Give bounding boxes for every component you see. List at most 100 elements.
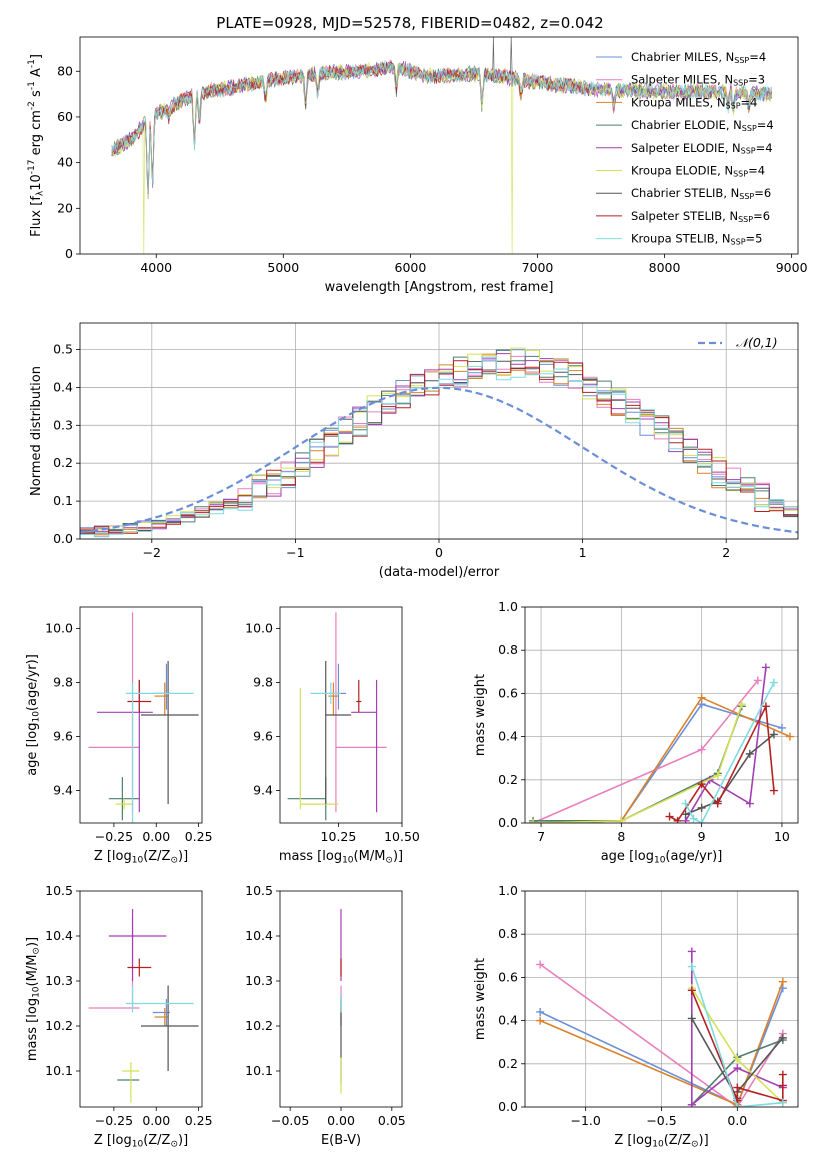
- weight-marker: [769, 730, 778, 739]
- y-tick-label: 10.3: [245, 973, 273, 988]
- y-tick-label: 10.2: [245, 1018, 273, 1033]
- x-tick-label: 10.25: [321, 829, 357, 844]
- y-tick-label: 10.3: [45, 973, 73, 988]
- x-axis-label: wavelength [Angstrom, rest frame]: [325, 280, 554, 295]
- weight-marker: [536, 1007, 545, 1016]
- weight-line: [684, 682, 775, 823]
- plot-content: [111, 37, 773, 254]
- errorbar-point: [328, 682, 339, 715]
- y-tick-label: 9.8: [253, 674, 273, 689]
- weight-marker: [697, 780, 706, 789]
- y-tick-label: 10.1: [245, 1063, 273, 1078]
- legend-label: Salpeter STELIB, NSSP​=6: [631, 208, 770, 223]
- y-tick-label: 1.0: [498, 883, 518, 898]
- y-tick-label: 9.4: [253, 782, 273, 797]
- plot-content: [536, 947, 787, 1107]
- y-tick-label: 0.8: [498, 642, 518, 657]
- weight-marker: [697, 745, 706, 754]
- x-tick-label: 0.0: [727, 1113, 747, 1128]
- legend-label: Chabrier MILES, NSSP​=4: [631, 50, 766, 65]
- x-tick-label: −1.0: [570, 1113, 600, 1128]
- weight-marker: [697, 693, 706, 702]
- errorbar-point: [141, 985, 199, 1071]
- x-axis-label: (data-model)/error: [379, 565, 500, 580]
- y-tick-label: 9.8: [53, 674, 73, 689]
- weight-line: [532, 703, 743, 823]
- x-tick-label: 1: [579, 545, 587, 560]
- errorbar-point: [152, 663, 170, 710]
- y-tick-label: 9.6: [53, 728, 73, 743]
- weight-marker: [687, 986, 696, 995]
- x-tick-label: 0.00: [142, 1113, 170, 1128]
- errorbar-point: [335, 612, 387, 813]
- y-tick-label: 0.2: [498, 1055, 518, 1070]
- weight-marker: [733, 1064, 742, 1073]
- weight-marker: [687, 962, 696, 971]
- weight-marker: [697, 803, 706, 812]
- x-tick-label: −0.5: [646, 1113, 676, 1128]
- weight-line: [532, 679, 759, 823]
- y-tick-label: 0.3: [53, 417, 73, 432]
- weight-marker: [769, 678, 778, 687]
- weight-marker: [733, 1103, 742, 1107]
- spectrum-line: [111, 59, 773, 194]
- plot-content: [88, 612, 199, 823]
- y-tick-label: 0.6: [498, 685, 518, 700]
- x-tick-label: 7000: [522, 260, 554, 275]
- x-tick-label: 8: [617, 829, 625, 844]
- x-axis-label: Z [log10​(Z/Z⊙​)]: [94, 1133, 188, 1149]
- weight-line: [691, 966, 783, 1107]
- y-tick-label: 0.4: [498, 728, 518, 743]
- panel-residuals: −2 −1 0 1 2 0.0 0.1 0.2 0.3 0.4 0.5 (data-model)/er…: [29, 322, 799, 580]
- errorbar-point: [108, 777, 140, 821]
- legend: Chabrier MILES, NSSP​=4 Salpeter MILES, N…: [596, 50, 774, 246]
- legend-label: Kroupa MILES, NSSP​=4: [631, 95, 757, 110]
- errorbar-point: [115, 798, 133, 810]
- y-tick-label: 0.0: [498, 1099, 518, 1114]
- y-tick-label: 0.8: [498, 926, 518, 941]
- errorbar-point: [125, 682, 194, 823]
- errorbar-point: [299, 688, 339, 810]
- errorbar-point: [108, 909, 167, 981]
- legend-label: Salpeter ELODIE, NSSP​=4: [631, 140, 773, 155]
- legend: 𝒩(0,1): [698, 335, 778, 350]
- x-tick-label: 9: [698, 829, 706, 844]
- weight-line: [669, 703, 775, 822]
- y-tick-label: 9.6: [253, 728, 273, 743]
- y-tick-label: 10.5: [245, 883, 273, 898]
- weight-marker: [769, 786, 778, 795]
- panel-mass_vs_EBV: −0.05 0.00 0.05 10.1 10.2 10.3 10.4 10.5 E(B-V): [245, 883, 406, 1148]
- x-tick-label: 0.25: [185, 1113, 213, 1128]
- weight-marker: [753, 676, 762, 685]
- weight-marker: [687, 947, 696, 956]
- axes-frame: [79, 890, 203, 1108]
- weight-marker: [778, 1081, 787, 1090]
- x-tick-label: 7: [537, 829, 545, 844]
- weight-marker: [697, 819, 706, 823]
- weight-marker: [681, 810, 690, 819]
- x-tick-label: 8000: [649, 260, 681, 275]
- panel-weight_vs_age: 7 8 9 10 0.0 0.2 0.4 0.6 0.8 1.0 age [log10​(age/y…: [473, 599, 799, 865]
- plot-content: [529, 663, 794, 823]
- histogram-step: [80, 353, 798, 535]
- weight-marker: [713, 771, 722, 780]
- panel-age_vs_Z: −0.25 0.00 0.25 9.4 9.6 9.8 10.0 Z [log10​(Z/Z⊙…: [25, 606, 213, 865]
- y-tick-label: 0.4: [53, 379, 73, 394]
- weight-marker: [761, 663, 770, 672]
- plot-content: [88, 909, 199, 1103]
- weight-marker: [785, 732, 794, 741]
- y-tick-label: 10.0: [45, 620, 73, 635]
- errorbar-point: [125, 985, 194, 1013]
- y-axis-label: age [log10​(age/yr)]: [25, 654, 41, 776]
- legend-label: Chabrier ELODIE, NSSP​=4: [631, 118, 774, 133]
- y-axis-label: mass weight: [473, 674, 488, 756]
- weight-marker: [778, 1098, 787, 1107]
- x-tick-label: 10.50: [384, 829, 420, 844]
- weight-marker: [536, 1016, 545, 1025]
- y-tick-label: 10.4: [245, 928, 273, 943]
- errorbar-point: [96, 679, 153, 813]
- errorbar-point: [287, 777, 327, 821]
- histogram-step: [80, 360, 798, 534]
- legend-label: Kroupa STELIB, NSSP​=5: [631, 231, 762, 246]
